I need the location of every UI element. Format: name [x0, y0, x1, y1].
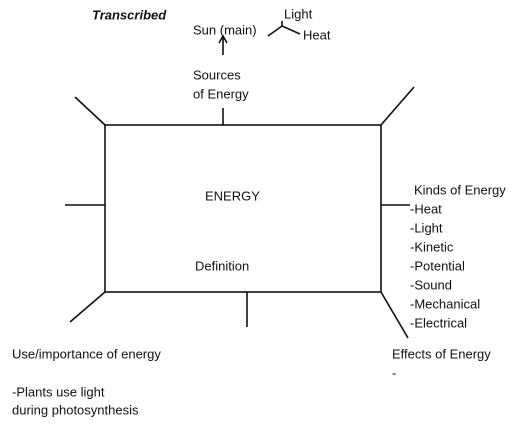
branch-line: [267, 21, 283, 37]
uses-title: Use/importance of energy: [12, 346, 161, 361]
kinds-list: -Heat -Light -Kinetic -Potential -Sound -Mech…: [410, 201, 480, 330]
connector: [69, 291, 106, 323]
frame-box: [104, 124, 382, 293]
kind-item: -Sound: [410, 277, 452, 292]
kind-item: -Electrical: [410, 315, 467, 330]
connector: [380, 291, 409, 339]
light-branch: Light: [284, 6, 313, 21]
kinds-title: Kinds of Energy: [414, 182, 506, 197]
branch-line: [281, 25, 301, 35]
sun-label: Sun (main): [193, 22, 257, 37]
kind-item: -Kinetic: [410, 239, 454, 254]
kind-item: -Light: [410, 220, 443, 235]
arrow-head: [218, 34, 228, 44]
effects-title: Effects of Energy: [392, 346, 491, 361]
heat-branch: Heat: [303, 27, 331, 42]
page-title: Transcribed: [92, 7, 167, 22]
uses-line: -Plants use light: [12, 384, 105, 399]
connector: [74, 96, 106, 126]
kind-item: -Mechanical: [410, 296, 480, 311]
sources-label: of Energy: [193, 86, 249, 101]
kind-item: -Heat: [410, 201, 442, 216]
sources-label: Sources: [193, 67, 241, 82]
effect-item: -: [392, 365, 396, 380]
effects-list: -: [392, 365, 396, 380]
kind-item: -Potential: [410, 258, 465, 273]
definition-label: Definition: [195, 258, 249, 273]
center-label: ENERGY: [205, 188, 260, 203]
connector: [380, 86, 415, 126]
uses-line: during photosynthesis: [12, 402, 139, 417]
